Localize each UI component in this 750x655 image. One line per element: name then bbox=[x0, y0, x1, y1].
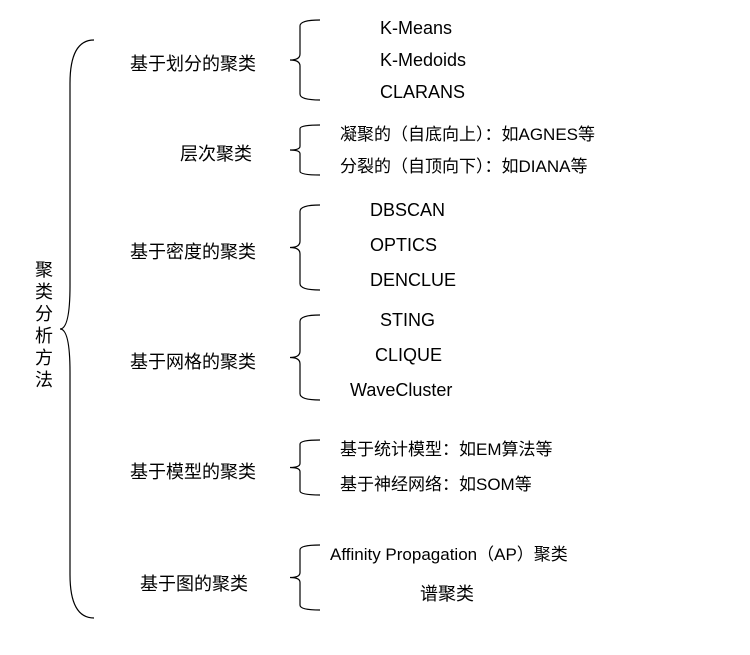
leaf-spectral: 谱聚类 bbox=[420, 580, 474, 606]
leaf-ap: Affinity Propagation（AP）聚类 bbox=[330, 540, 568, 565]
clustering-taxonomy-diagram: 聚类分析方法 基于划分的聚类 K-Means K-Medoids CLARANS… bbox=[0, 0, 750, 655]
